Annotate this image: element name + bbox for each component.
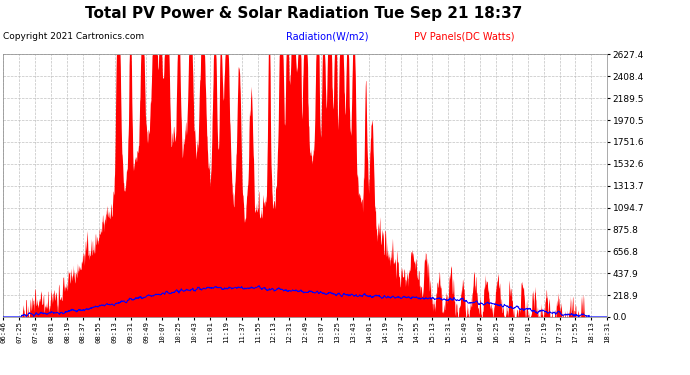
Text: Copyright 2021 Cartronics.com: Copyright 2021 Cartronics.com xyxy=(3,32,145,41)
Text: Radiation(W/m2): Radiation(W/m2) xyxy=(286,32,369,42)
Text: PV Panels(DC Watts): PV Panels(DC Watts) xyxy=(414,32,515,42)
Text: Total PV Power & Solar Radiation Tue Sep 21 18:37: Total PV Power & Solar Radiation Tue Sep… xyxy=(85,6,522,21)
